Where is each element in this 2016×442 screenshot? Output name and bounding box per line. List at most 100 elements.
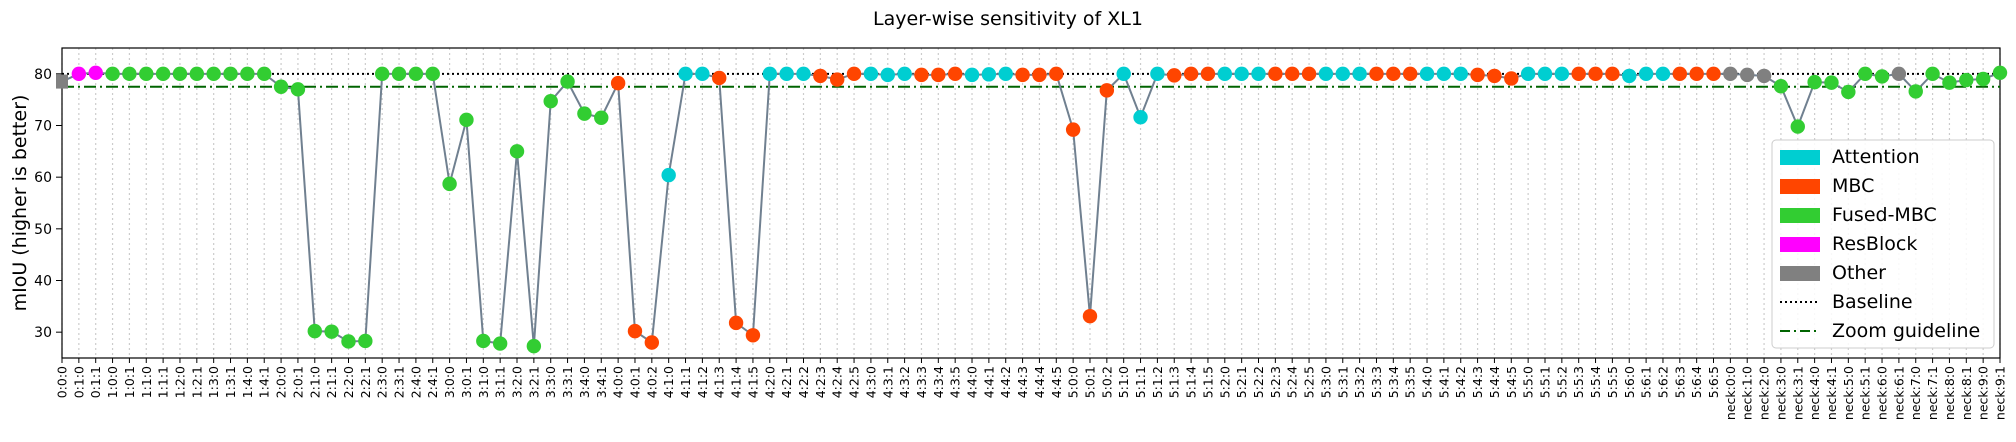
x-tick-label: 5:6:5 <box>1706 366 1721 398</box>
x-tick-label: 1:2:0 <box>172 366 187 398</box>
x-tick-label: neck:7:0 <box>1908 366 1923 420</box>
x-tick-label: 5:1:1 <box>1133 366 1148 398</box>
x-tick-label: neck:9:0 <box>1976 366 1991 420</box>
data-point <box>341 334 356 349</box>
data-point <box>1487 68 1502 84</box>
data-point <box>863 66 879 82</box>
x-tick-label: 5:2:4 <box>1285 366 1300 398</box>
x-tick-label: 4:1:5 <box>745 366 760 398</box>
x-tick-label: 0:1:0 <box>71 366 86 398</box>
data-point <box>1672 66 1688 82</box>
data-point <box>56 74 68 89</box>
data-point <box>1099 83 1115 98</box>
data-point <box>155 66 171 82</box>
x-tick-label: 5:0:1 <box>1082 366 1097 398</box>
data-point <box>1706 66 1721 82</box>
data-point <box>408 66 424 82</box>
x-tick-label: neck:6:0 <box>1875 366 1890 420</box>
x-tick-label: 4:4:3 <box>1015 366 1030 398</box>
legend-label: Other <box>1832 262 1886 284</box>
x-tick-label: 5:4:4 <box>1487 366 1502 398</box>
data-point <box>1975 71 1991 87</box>
x-tick-label: 2:1:0 <box>307 366 322 398</box>
data-point <box>1942 75 1957 90</box>
data-point <box>1335 66 1350 82</box>
x-tick-label: 5:4:2 <box>1453 366 1468 398</box>
data-point <box>627 323 643 339</box>
x-tick-label: 5:3:2 <box>1352 366 1367 398</box>
data-point <box>476 333 491 349</box>
x-tick-label: 4:0:0 <box>611 366 626 398</box>
data-point <box>1588 66 1603 82</box>
x-tick-label: 1:2:1 <box>189 366 204 398</box>
x-tick-label: 5:4:3 <box>1470 366 1485 398</box>
x-tick-label: 1:1:1 <box>156 366 171 398</box>
data-point <box>1301 66 1317 82</box>
x-tick-label: 4:3:4 <box>931 366 946 398</box>
data-point <box>543 94 558 109</box>
x-tick-label: 1:3:0 <box>206 366 221 398</box>
data-point <box>172 66 188 82</box>
y-tick-label: 60 <box>34 170 52 186</box>
x-tick-label: 5:0:0 <box>1066 366 1081 398</box>
x-tick-label: 5:3:5 <box>1403 366 1418 398</box>
x-tick-label: 4:0:2 <box>644 366 659 398</box>
data-point <box>459 112 474 128</box>
x-tick-label: neck:2:0 <box>1757 366 1772 420</box>
x-tick-label: 2:0:0 <box>274 366 289 398</box>
x-tick-label: 5:6:4 <box>1689 366 1704 398</box>
data-point <box>947 66 963 82</box>
data-point <box>1436 66 1452 82</box>
data-point <box>981 67 997 82</box>
x-tick-label: 5:5:2 <box>1554 366 1569 398</box>
data-point <box>1217 66 1233 82</box>
x-tick-label: 3:4:0 <box>577 366 592 398</box>
data-point <box>560 74 575 89</box>
data-point <box>1571 66 1586 82</box>
x-tick-label: 4:3:5 <box>948 366 963 398</box>
x-tick-label: 3:4:1 <box>594 366 609 398</box>
data-point <box>1015 67 1030 83</box>
legend-label: Baseline <box>1832 291 1913 313</box>
x-tick-label: 5:3:3 <box>1369 366 1384 398</box>
data-point <box>88 65 103 81</box>
data-point <box>610 75 626 91</box>
x-tick-label: 0:1:1 <box>88 366 103 398</box>
x-tick-label: 2:4:0 <box>408 366 423 398</box>
data-point <box>206 66 221 82</box>
data-point <box>796 66 811 82</box>
data-point <box>998 66 1013 82</box>
y-axis-label: mIoU (higher is better) <box>9 95 31 312</box>
x-tick-label: 1:4:0 <box>240 366 255 398</box>
data-point <box>813 68 828 84</box>
data-point <box>1807 74 1822 90</box>
data-point <box>442 176 457 192</box>
legend-label: MBC <box>1832 175 1874 197</box>
x-tick-label: 1:0:0 <box>105 366 120 398</box>
data-point <box>1402 66 1418 82</box>
data-point <box>577 106 592 121</box>
legend-swatch <box>1780 208 1820 223</box>
x-tick-label: neck:1:0 <box>1740 366 1755 420</box>
x-tick-label: 2:2:1 <box>358 366 373 398</box>
data-point <box>1369 66 1384 82</box>
x-tick-label: neck:5:1 <box>1858 366 1873 420</box>
data-point <box>1857 66 1873 82</box>
x-tick-label: 3:0:1 <box>459 366 474 398</box>
data-point <box>1470 67 1485 83</box>
data-point <box>1082 308 1098 324</box>
data-point <box>1453 66 1468 82</box>
x-tick-label: 1:3:1 <box>223 366 238 398</box>
data-point <box>492 336 508 351</box>
x-tick-label: 5:1:3 <box>1167 366 1182 398</box>
data-point <box>324 324 339 339</box>
x-tick-label: 5:6:2 <box>1655 366 1670 398</box>
data-point <box>240 66 255 82</box>
x-tick-label: 5:4:0 <box>1420 366 1435 398</box>
data-point <box>1520 66 1536 82</box>
x-tick-label: neck:4:1 <box>1824 366 1839 420</box>
x-tick-label: neck:3:1 <box>1790 366 1805 420</box>
data-point <box>509 144 525 159</box>
x-tick-label: 2:3:0 <box>375 366 390 398</box>
